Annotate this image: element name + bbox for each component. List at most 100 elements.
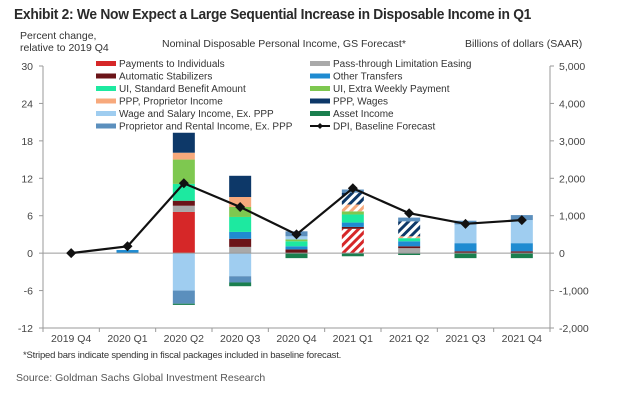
left-tick-label: -6 [24,286,33,298]
legend-swatch [310,111,330,116]
legend-swatch [96,61,116,66]
bar-segment-other-transfers [398,241,421,247]
bar-segment-automatic-stabilizers [341,226,364,229]
bar-segment-proprietor-and-rental-income-ex-ppp [229,276,252,283]
bar-segment-ppp-proprietor-income [341,204,364,212]
bar-segment-wage-and-salary-income-ex-ppp [510,220,533,244]
legend-swatch [310,61,330,66]
footnote: *Striped bars indicate spending in fisca… [23,350,342,361]
bar-segment-ppp-wages [229,175,252,197]
bar-segment-proprietor-and-rental-income-ex-ppp [398,217,421,222]
dpi-point-marker [291,229,302,240]
right-tick-label: 0 [559,248,565,260]
left-tick-label: 6 [27,211,33,223]
legend-label: Other Transfers [333,72,402,83]
bar-segment-other-transfers [454,243,477,252]
bar-segment-automatic-stabilizers [285,249,308,254]
legend-line-marker [317,123,323,129]
left-axis-title: Percent change, relative to 2019 Q4 [20,30,109,54]
bar-segment-automatic-stabilizers [398,246,421,249]
bar-segment-automatic-stabilizers [510,251,533,254]
dpi-point-marker [235,201,246,212]
chart-title: Nominal Disposable Personal Income, GS F… [162,38,406,50]
source-note: Source: Goldman Sachs Global Investment … [16,372,266,384]
dpi-point-marker [347,183,358,194]
bar-segment-pass-through-limitation-easing [229,246,252,254]
bar-segment-proprietor-and-rental-income-ex-ppp [172,290,195,304]
bar-segment-asset-income [285,253,308,259]
dpi-point-marker [122,241,133,252]
left-tick-label: -12 [18,323,33,335]
legend-swatch [96,111,116,116]
bar-segment-asset-income [229,282,252,287]
bar-segment-automatic-stabilizers [229,238,252,247]
legend-label: DPI, Baseline Forecast [333,122,435,133]
bar-segment-automatic-stabilizers [172,200,195,206]
bar-segment-wage-and-salary-income-ex-ppp [172,253,195,291]
legend-label: Pass-through Limitation Easing [333,59,471,70]
bar-segment-ppp-proprietor-income [398,236,421,239]
legend-swatch [96,73,116,79]
legend-swatch [310,73,330,79]
bar-segment-other-transfers [116,250,139,254]
left-tick-label: 24 [21,98,33,110]
right-tick-label: 1,000 [559,211,585,223]
bar-segment-ppp-proprietor-income [172,152,195,160]
x-tick-label: 2020 Q1 [107,333,147,345]
bar-segment-ui-standard-benefit-amount [398,238,421,242]
legend-label: Automatic Stabilizers [119,72,212,83]
legend-swatch [310,86,330,91]
right-tick-label: 3,000 [559,136,585,148]
bar-segment-ui-standard-benefit-amount [229,216,252,232]
bar-segment-ui-extra-weekly-payment [285,239,308,242]
dpi-point-marker [460,218,471,229]
bar-segment-other-transfers [229,231,252,239]
legend-label: Payments to Individuals [119,59,225,70]
legend-swatch [96,98,116,104]
bar-segment-other-transfers [285,246,308,250]
bar-segment-ppp-wages [398,221,421,237]
left-tick-label: 0 [27,248,33,260]
left-tick-label: 18 [21,136,33,148]
bar-segment-ui-standard-benefit-amount [341,214,364,223]
left-tick-label: 30 [21,61,33,73]
bar-segment-pass-through-limitation-easing [398,248,421,254]
exhibit-title: Exhibit 2: We Now Expect a Large Sequent… [14,6,532,23]
bar-segment-asset-income [172,303,195,305]
bar-segment-wage-and-salary-income-ex-ppp [229,253,252,277]
x-tick-label: 2021 Q3 [445,333,485,345]
legend-label: PPP, Wages [333,97,388,108]
right-tick-label: 4,000 [559,98,585,110]
legend-swatch [310,98,330,104]
bar-segment-asset-income [510,253,533,259]
dpi-point-marker [178,178,189,189]
x-tick-label: 2021 Q2 [389,333,429,345]
legend-label: Wage and Salary Income, Ex. PPP [119,109,274,120]
dpi-point-marker [66,248,77,259]
right-axis-title: Billions of dollars (SAAR) [465,38,583,50]
dpi-point-marker [404,208,415,219]
bar-segment-other-transfers [510,243,533,252]
legend-swatch [96,123,116,129]
bar-segment-asset-income [398,253,421,256]
right-tick-label: 2,000 [559,173,585,185]
legend-label: PPP, Proprietor Income [119,97,223,108]
bar-segment-ui-standard-benefit-amount [285,241,308,247]
legend-swatch [96,86,116,91]
legend-label: Asset Income [333,109,394,120]
x-tick-label: 2020 Q4 [276,333,316,345]
bar-segment-automatic-stabilizers [454,251,477,254]
right-tick-label: -2,000 [559,323,589,335]
bar-segment-wage-and-salary-income-ex-ppp [454,224,477,244]
bar-segment-ppp-wages [172,132,195,153]
bar-segment-asset-income [341,253,364,257]
legend-label: UI, Extra Weekly Payment [333,84,450,95]
right-tick-label: 5,000 [559,61,585,73]
bar-segment-pass-through-limitation-easing [172,205,195,212]
x-tick-label: 2020 Q2 [164,333,204,345]
bar-segment-ui-extra-weekly-payment [341,211,364,215]
x-tick-label: 2021 Q1 [333,333,373,345]
x-tick-label: 2019 Q4 [51,333,91,345]
right-tick-label: -1,000 [559,286,589,298]
